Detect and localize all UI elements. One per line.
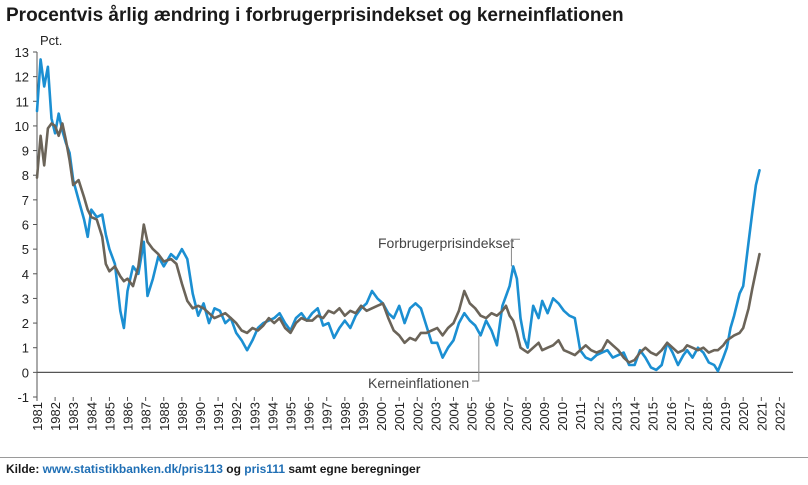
x-tick-label: 2015 <box>646 402 661 431</box>
x-tick-label: 2021 <box>754 402 769 431</box>
x-tick-label: 2005 <box>465 402 480 431</box>
x-tick-label: 2008 <box>519 402 534 431</box>
x-tick-label: 2017 <box>682 402 697 431</box>
x-tick-label: 2002 <box>410 402 425 431</box>
x-tick-label: 2022 <box>772 402 787 431</box>
x-tick-label: 2013 <box>609 402 624 431</box>
x-tick-label: 2019 <box>718 402 733 431</box>
y-tick-label: 13 <box>15 45 29 60</box>
y-tick-label: 5 <box>22 242 29 257</box>
x-tick-label: 2012 <box>591 402 606 431</box>
y-tick-label: 6 <box>22 218 29 233</box>
y-tick-label: 9 <box>22 144 29 159</box>
source-prefix: Kilde: <box>6 462 43 476</box>
x-tick-label: 1995 <box>284 402 299 431</box>
x-tick-label: 1993 <box>247 402 262 431</box>
y-tick-label: 12 <box>15 70 29 85</box>
source-note: Kilde: www.statistikbanken.dk/pris113 og… <box>6 462 420 476</box>
x-tick-label: 2009 <box>537 402 552 431</box>
y-tick-label: 1 <box>22 341 29 356</box>
x-tick-label: 2020 <box>736 402 751 431</box>
x-tick-label: 1996 <box>302 402 317 431</box>
y-tick-label: 7 <box>22 193 29 208</box>
y-tick-label: 3 <box>22 291 29 306</box>
x-tick-label: 2003 <box>428 402 443 431</box>
x-tick-label: 1990 <box>193 402 208 431</box>
x-tick-label: 2010 <box>555 402 570 431</box>
x-tick-label: 2006 <box>483 402 498 431</box>
source-link-pris113[interactable]: www.statistikbanken.dk/pris113 <box>42 462 223 476</box>
x-tick-label: 1981 <box>30 402 45 431</box>
y-tick-label: 10 <box>15 119 29 134</box>
annotation-leader-forbrugerprisindekset <box>510 238 520 267</box>
x-tick-label: 1991 <box>211 402 226 431</box>
y-tick-label: -1 <box>17 390 29 405</box>
x-tick-label: 2004 <box>446 402 461 431</box>
y-tick-label: 8 <box>22 168 29 183</box>
x-tick-label: 2000 <box>374 402 389 431</box>
annotation-forbrugerprisindekset: Forbrugerprisindekset <box>378 235 514 251</box>
x-tick-label: 1997 <box>320 402 335 431</box>
series-line-forbrugerprisindekset <box>35 58 761 373</box>
source-link-pris111[interactable]: pris111 <box>244 462 286 476</box>
x-tick-label: 1994 <box>265 402 280 431</box>
y-tick-label: 0 <box>22 365 29 380</box>
annotation-kerneinflationen: Kerneinflationen <box>368 375 469 391</box>
x-tick-label: 1986 <box>121 402 136 431</box>
x-tick-label: 1989 <box>175 402 190 431</box>
y-axis-label: Pct. <box>40 33 62 48</box>
series-line-kerneinflationen <box>35 122 761 364</box>
x-tick-label: 2011 <box>573 402 588 430</box>
x-tick-label: 2016 <box>664 402 679 431</box>
y-tick-label: 11 <box>16 94 30 109</box>
x-tick-label: 1998 <box>338 402 353 431</box>
x-tick-label: 1999 <box>356 402 371 431</box>
chart-title: Procentvis årlig ændring i forbrugerpris… <box>6 5 624 26</box>
x-tick-label: 1992 <box>229 402 244 431</box>
x-tick-label: 2014 <box>628 402 643 431</box>
source-suffix: samt egne beregninger <box>285 462 421 476</box>
x-tick-label: 1988 <box>157 402 172 431</box>
x-tick-label: 2018 <box>700 402 715 431</box>
x-tick-label: 2001 <box>392 402 407 431</box>
x-tick-label: 1983 <box>66 402 81 431</box>
x-tick-label: 2007 <box>501 402 516 431</box>
x-tick-label: 1982 <box>48 402 63 431</box>
y-tick-label: 2 <box>22 316 29 331</box>
x-tick-label: 1987 <box>139 402 154 431</box>
annotation-leader-kerneinflationen <box>472 335 480 382</box>
source-mid: og <box>222 462 245 476</box>
footer-divider <box>0 457 808 458</box>
y-tick-label: 4 <box>22 267 29 282</box>
x-tick-label: 1985 <box>102 402 117 431</box>
x-tick-label: 1984 <box>84 402 99 431</box>
